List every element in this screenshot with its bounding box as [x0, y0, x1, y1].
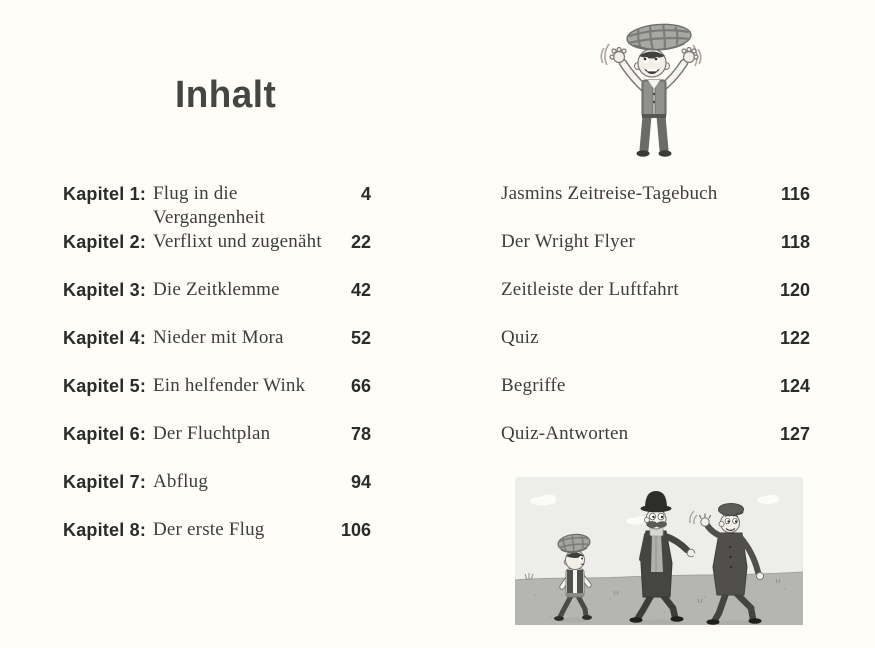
toc-entry-extra-6: Quiz-Antworten 127	[501, 420, 810, 468]
section-title: Jasmins Zeitreise-Tagebuch	[501, 183, 718, 204]
page-number: 52	[350, 328, 371, 348]
section-title: Quiz-Antworten	[501, 423, 629, 444]
chapter-label: Kapitel 6:	[63, 424, 147, 444]
toc-entry-chapter-8: Kapitel 8: Der erste Flug 106	[63, 516, 371, 564]
chapter-title: Abflug	[153, 471, 209, 492]
toc-entry-chapter-6: Kapitel 6: Der Fluchtplan 78	[63, 420, 371, 468]
toc-entry-chapter-5: Kapitel 5: Ein helfender Wink 66	[63, 372, 371, 420]
page-number: 127	[779, 424, 810, 444]
man-with-bowler-hat-figure	[629, 491, 703, 625]
cloud-icon	[530, 494, 779, 525]
chapter-label: Kapitel 8:	[63, 520, 147, 540]
page-number: 120	[779, 280, 810, 300]
toc-entry-chapter-3: Kapitel 3: Die Zeitklemme 42	[63, 276, 371, 324]
toc-entry-extra-4: Quiz 122	[501, 324, 810, 372]
section-title: Der Wright Flyer	[501, 231, 636, 252]
toc-entry-chapter-4: Kapitel 4: Nieder mit Mora 52	[63, 324, 371, 372]
chapter-title: Nieder mit Mora	[153, 327, 284, 348]
chapter-label: Kapitel 4:	[63, 328, 147, 348]
page-number: 78	[350, 424, 371, 444]
chapter-title: Flug in die Vergangenheit	[153, 183, 265, 228]
chapter-label: Kapitel 1:	[63, 184, 147, 204]
page-number: 22	[350, 232, 371, 252]
plaid-cap	[626, 23, 692, 51]
page-title: Inhalt	[175, 74, 277, 116]
torso-vest	[641, 79, 667, 118]
chapter-label: Kapitel 3:	[63, 280, 147, 300]
boy-with-plaid-cap-cheering-icon	[600, 23, 702, 157]
page-number: 94	[350, 472, 371, 492]
page-number: 66	[350, 376, 371, 396]
chapter-title: Ein helfender Wink	[153, 375, 306, 396]
walking-boy-figure	[554, 533, 592, 623]
section-title: Begriffe	[501, 375, 566, 396]
page-number: 116	[780, 184, 810, 204]
open-hands	[609, 46, 699, 64]
man-with-flat-cap-figure	[689, 503, 765, 625]
page-number: 42	[350, 280, 371, 300]
toc-entry-extra-1: Jasmins Zeitreise-Tagebuch 116	[501, 180, 810, 228]
toc-entry-chapter-1: Kapitel 1: Flug in die Vergangenheit 4	[63, 180, 371, 228]
section-title: Quiz	[501, 327, 539, 348]
chapter-title: Die Zeitklemme	[153, 279, 280, 300]
page-number: 122	[779, 328, 810, 348]
chapter-label: Kapitel 7:	[63, 472, 147, 492]
toc-entry-extra-5: Begriffe 124	[501, 372, 810, 420]
toc-entry-extra-3: Zeitleiste der Luftfahrt 120	[501, 276, 810, 324]
chapter-title: Der Fluchtplan	[153, 423, 271, 444]
section-title: Zeitleiste der Luftfahrt	[501, 279, 679, 300]
toc-entry-extra-2: Der Wright Flyer 118	[501, 228, 810, 276]
toc-entry-chapter-2: Kapitel 2: Verflixt und zugenäht 22	[63, 228, 371, 276]
chapter-title: Verflixt und zugenäht	[153, 231, 322, 252]
chapter-label: Kapitel 5:	[63, 376, 147, 396]
toc-left-column: Kapitel 1: Flug in die Vergangenheit 4 K…	[63, 180, 371, 564]
toc-right-column: Jasmins Zeitreise-Tagebuch 116 Der Wrigh…	[501, 180, 810, 468]
toc-entry-chapter-7: Kapitel 7: Abflug 94	[63, 468, 371, 516]
page-number: 124	[779, 376, 810, 396]
legs	[636, 111, 672, 157]
chapter-title: Der erste Flug	[153, 519, 265, 540]
chapter-label: Kapitel 2:	[63, 232, 147, 252]
boy-face	[634, 48, 670, 78]
page-number: 4	[360, 184, 371, 204]
page-number: 118	[780, 232, 810, 252]
page-number: 106	[340, 520, 371, 540]
boy-following-two-men-walking-icon	[515, 477, 803, 625]
